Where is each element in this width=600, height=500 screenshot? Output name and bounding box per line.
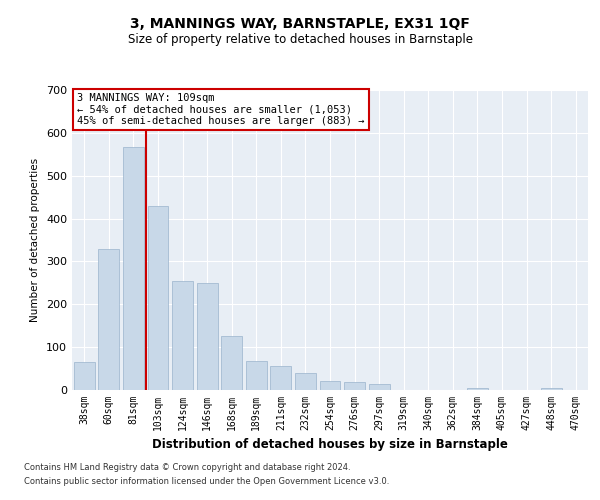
Bar bbox=[197, 283, 218, 390]
Bar bbox=[123, 146, 144, 390]
Text: Size of property relative to detached houses in Barnstaple: Size of property relative to detached ho… bbox=[128, 32, 473, 46]
Bar bbox=[246, 361, 267, 390]
Bar bbox=[221, 336, 242, 390]
X-axis label: Distribution of detached houses by size in Barnstaple: Distribution of detached houses by size … bbox=[152, 438, 508, 452]
Bar bbox=[467, 388, 488, 390]
Bar bbox=[368, 384, 389, 390]
Bar bbox=[74, 362, 95, 390]
Bar bbox=[320, 380, 340, 390]
Bar bbox=[172, 280, 193, 390]
Bar bbox=[344, 382, 365, 390]
Y-axis label: Number of detached properties: Number of detached properties bbox=[31, 158, 40, 322]
Bar bbox=[541, 388, 562, 390]
Text: 3 MANNINGS WAY: 109sqm
← 54% of detached houses are smaller (1,053)
45% of semi-: 3 MANNINGS WAY: 109sqm ← 54% of detached… bbox=[77, 93, 365, 126]
Bar bbox=[148, 206, 169, 390]
Text: Contains public sector information licensed under the Open Government Licence v3: Contains public sector information licen… bbox=[24, 477, 389, 486]
Bar bbox=[271, 366, 292, 390]
Bar bbox=[295, 373, 316, 390]
Text: Contains HM Land Registry data © Crown copyright and database right 2024.: Contains HM Land Registry data © Crown c… bbox=[24, 464, 350, 472]
Bar bbox=[98, 250, 119, 390]
Text: 3, MANNINGS WAY, BARNSTAPLE, EX31 1QF: 3, MANNINGS WAY, BARNSTAPLE, EX31 1QF bbox=[130, 18, 470, 32]
